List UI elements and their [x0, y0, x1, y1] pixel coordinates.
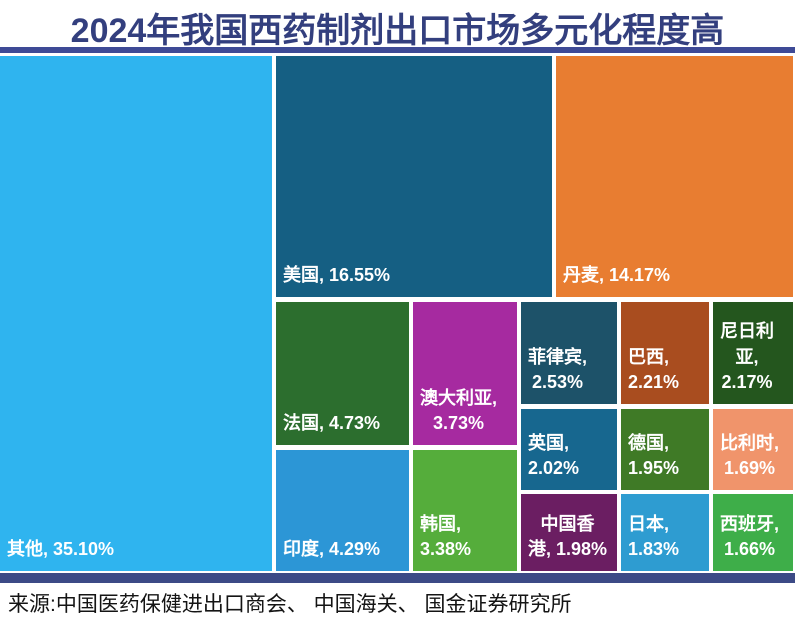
chart-bottom-bar	[0, 573, 795, 583]
treemap-label-line: 1.83%	[628, 539, 680, 560]
treemap-block-others: 其他, 35.10%	[0, 56, 272, 571]
treemap-label-line: 港, 1.98%	[528, 539, 608, 560]
treemap-block-uk: 英国, 2.02%	[521, 409, 617, 490]
treemap-label: 德国, 1.95%	[628, 431, 679, 482]
treemap-label-line: 亚,	[735, 346, 759, 367]
treemap-label-line: 2.02%	[528, 458, 580, 479]
treemap-label-line: 比利时,	[720, 432, 780, 453]
treemap-block-spain: 西班牙, 1.66%	[713, 494, 793, 571]
treemap-label: 尼日利亚, 2.17%	[720, 319, 774, 396]
treemap-label-line: 丹麦, 14.17%	[563, 265, 671, 286]
treemap-label: 其他, 35.10%	[7, 537, 114, 563]
treemap-block-hong-kong: 中国香港, 1.98%	[521, 494, 617, 571]
treemap-label-line: 德国,	[628, 432, 670, 453]
treemap-label: 美国, 16.55%	[283, 263, 390, 289]
treemap-block-japan: 日本, 1.83%	[621, 494, 709, 571]
treemap-label-line: 韩国,	[420, 513, 462, 534]
treemap-label-line: 1.66%	[723, 539, 776, 560]
page-title: 2024年我国西药制剂出口市场多元化程度高	[70, 12, 725, 50]
treemap-block-france: 法国, 4.73%	[276, 302, 409, 445]
source-note: 来源:中国医药保健进出口商会、 中国海关、 国金证券研究所	[8, 593, 572, 616]
treemap-block-india: 印度, 4.29%	[276, 450, 409, 571]
treemap-label-line: 西班牙,	[720, 513, 780, 534]
treemap-label-line: 英国,	[528, 432, 570, 453]
treemap-block-brazil: 巴西, 2.21%	[621, 302, 709, 404]
treemap-label-line: 2.53%	[531, 372, 584, 393]
treemap-label: 澳大利亚, 3.73%	[420, 386, 497, 437]
treemap-label-line: 1.69%	[723, 458, 776, 479]
treemap-label-line: 3.73%	[432, 413, 485, 434]
treemap-label-line: 菲律宾,	[528, 346, 588, 367]
treemap-label-line: 2.17%	[721, 372, 773, 393]
treemap-label-line: 尼日利	[720, 321, 774, 342]
treemap-block-south-korea: 韩国, 3.38%	[413, 450, 517, 571]
treemap: 其他, 35.10% 美国, 16.55% 丹麦, 14.17% 法国, 4.73% 澳…	[0, 56, 795, 571]
treemap-label-line: 其他, 35.10%	[7, 539, 115, 560]
treemap-label: 菲律宾, 2.53%	[528, 345, 587, 396]
treemap-label-line: 美国, 16.55%	[283, 265, 391, 286]
treemap-block-denmark: 丹麦, 14.17%	[556, 56, 793, 297]
treemap-label: 比利时, 1.69%	[720, 431, 779, 482]
treemap-label-line: 印度, 4.29%	[283, 539, 381, 560]
treemap-label: 西班牙, 1.66%	[720, 512, 779, 563]
treemap-label-line: 3.38%	[420, 539, 472, 560]
treemap-label: 日本, 1.83%	[628, 512, 679, 563]
treemap-label: 丹麦, 14.17%	[563, 263, 670, 289]
treemap-label: 印度, 4.29%	[283, 537, 380, 563]
treemap-label-line: 巴西,	[628, 346, 670, 367]
treemap-label-line: 2.21%	[628, 372, 680, 393]
treemap-label: 中国香港, 1.98%	[528, 512, 607, 563]
treemap-label-line: 中国香	[540, 513, 595, 534]
treemap-block-belgium: 比利时, 1.69%	[713, 409, 793, 490]
treemap-block-germany: 德国, 1.95%	[621, 409, 709, 490]
treemap-block-australia: 澳大利亚, 3.73%	[413, 302, 517, 445]
treemap-label-line: 澳大利亚,	[420, 387, 498, 408]
treemap-label-line: 日本,	[628, 513, 670, 534]
treemap-block-nigeria: 尼日利亚, 2.17%	[713, 302, 793, 404]
treemap-block-usa: 美国, 16.55%	[276, 56, 552, 297]
treemap-block-philippines: 菲律宾, 2.53%	[521, 302, 617, 404]
treemap-label-line: 法国, 4.73%	[283, 413, 381, 434]
treemap-label: 法国, 4.73%	[283, 411, 380, 437]
treemap-label: 巴西, 2.21%	[628, 345, 679, 396]
treemap-label: 韩国, 3.38%	[420, 512, 471, 563]
treemap-label-line: 1.95%	[628, 458, 680, 479]
treemap-label: 英国, 2.02%	[528, 431, 579, 482]
title-underline-bar	[0, 47, 795, 53]
